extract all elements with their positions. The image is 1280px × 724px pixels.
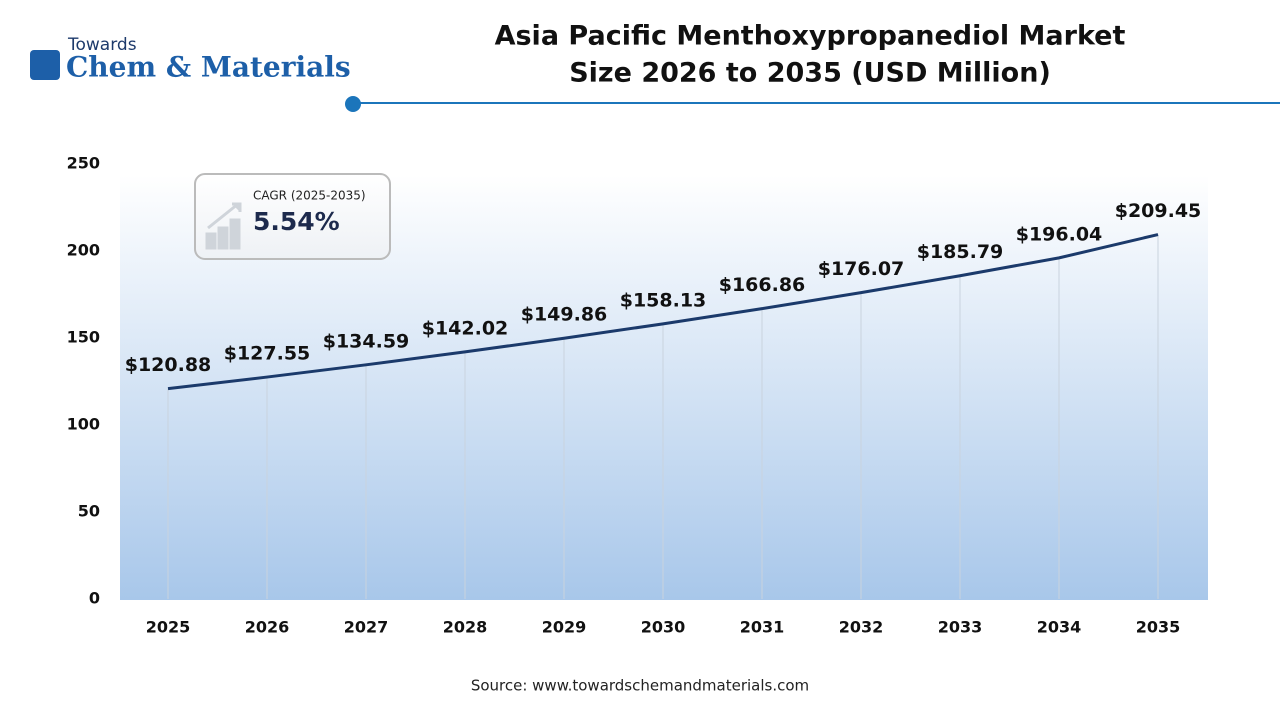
- data-label: $134.59: [323, 330, 410, 352]
- x-tick-label: 2031: [740, 618, 785, 637]
- y-tick-label: 100: [67, 415, 100, 434]
- x-tick-label: 2033: [938, 618, 983, 637]
- chart-title: Asia Pacific Menthoxypropanediol Market: [495, 21, 1126, 52]
- logo-line2: Chem & Materials: [66, 51, 351, 84]
- y-tick-label: 150: [67, 328, 100, 347]
- plot: 0 50 100 150 200 250 2025 2026 2027 2028 2029 2030 2…: [67, 154, 1202, 637]
- y-tick-label: 200: [67, 241, 100, 260]
- data-label: $127.55: [224, 343, 311, 365]
- x-tick-label: 2028: [443, 618, 488, 637]
- data-label: $209.45: [1115, 200, 1202, 222]
- chart-title: Size 2026 to 2035 (USD Million): [569, 58, 1051, 89]
- x-tick-label: 2026: [245, 618, 290, 637]
- x-tick-label: 2032: [839, 618, 884, 637]
- source: Source: www.towardschemandmaterials.com: [471, 677, 809, 695]
- line: [167, 233, 1159, 391]
- data-label: $149.86: [521, 304, 608, 326]
- data-label: $196.04: [1016, 223, 1103, 245]
- data-label: $142.02: [422, 317, 509, 339]
- y-tick-label: 50: [78, 502, 100, 521]
- cagr-value: 5.54%: [253, 207, 340, 236]
- cagr-box: CAGR (2025-2035) 5.54%: [194, 173, 391, 260]
- x-tick-label: 2034: [1037, 618, 1082, 637]
- data-label: $158.13: [620, 289, 707, 311]
- logo: Towards Chem & Materials: [30, 35, 351, 84]
- cagr-frame: [194, 173, 391, 260]
- logo-icon: [30, 50, 60, 80]
- x-tick-label: 2035: [1136, 618, 1181, 637]
- data-label: $176.07: [818, 258, 905, 280]
- cagr-label: CAGR (2025-2035): [253, 189, 366, 203]
- x-tick-label: 2029: [542, 618, 587, 637]
- y-tick-label: 0: [89, 589, 100, 608]
- x-tick-label: 2025: [146, 618, 191, 637]
- x-tick-label: 2027: [344, 618, 389, 637]
- data-label: $166.86: [719, 274, 806, 296]
- cagr-icon: [205, 202, 242, 250]
- y-tick-label: 250: [67, 154, 100, 173]
- x-tick-label: 2030: [641, 618, 686, 637]
- logo-line1: Towards: [67, 35, 137, 55]
- data-label: $120.88: [125, 354, 212, 376]
- data-label: $185.79: [917, 241, 1004, 263]
- header-dot: [345, 96, 361, 112]
